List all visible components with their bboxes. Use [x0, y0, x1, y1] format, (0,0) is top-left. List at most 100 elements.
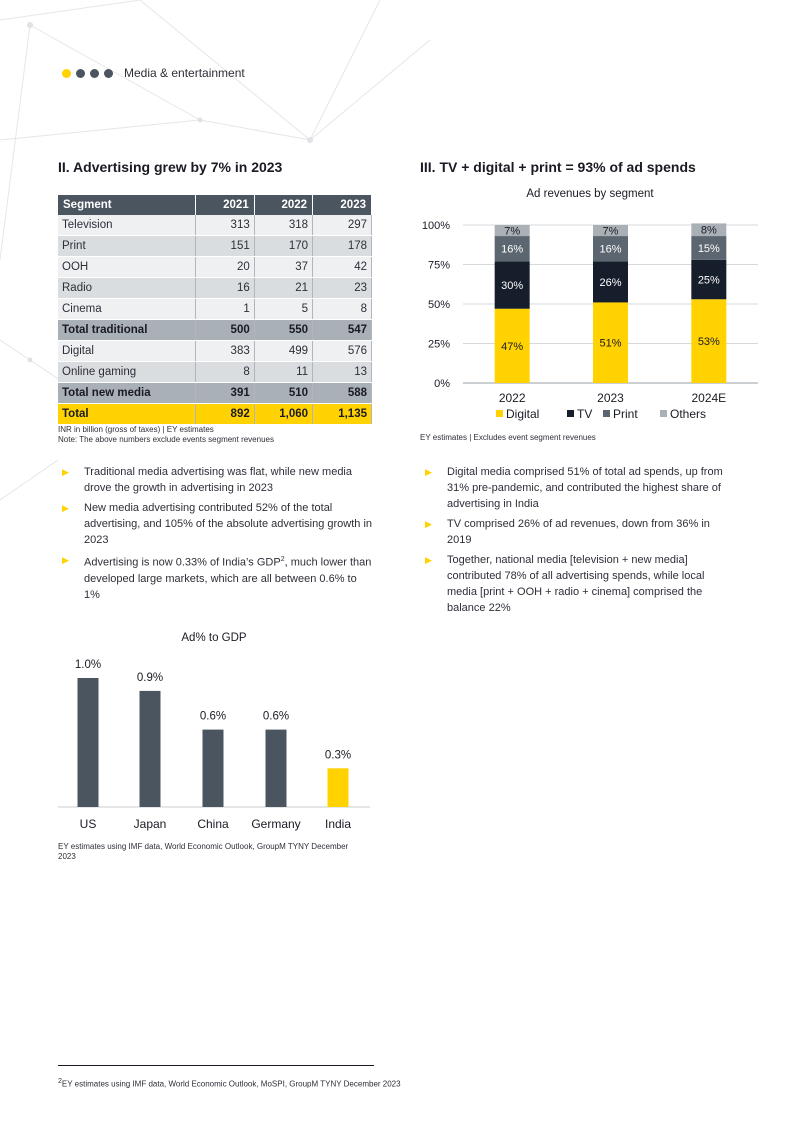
- x-tick-label: US: [80, 817, 97, 831]
- table-unit-note: INR in billion (gross of taxes) | EY est…: [58, 425, 214, 434]
- bullet-item: Traditional media advertising was flat, …: [62, 464, 372, 496]
- bar: [202, 729, 224, 807]
- table-cell: 1,135: [312, 403, 372, 425]
- data-label: 16%: [501, 244, 523, 256]
- yellow-dot-icon: [62, 68, 71, 78]
- table-row: Total new media 391 510 588: [58, 382, 372, 404]
- grey-dot-icon: [90, 68, 99, 78]
- data-label: 0.9%: [137, 672, 163, 684]
- ad-to-gdp-bar-chart: 1.0% US 0.9% Japan 0.6% China 0.6% Germany 0.3% I…: [58, 659, 370, 831]
- stack-segment-print: [593, 236, 628, 262]
- bar: [139, 690, 161, 807]
- ad-revenue-stacked-chart: 0% 25% 50% 75% 100% 47% 30% 16% 7% 2022 51% 26% 16% 7…: [422, 220, 758, 421]
- gdp-chart-title: Ad% to GDP: [181, 632, 247, 644]
- table-cell: 37: [254, 256, 314, 278]
- legend-swatch: [603, 410, 610, 417]
- table-cell: Total: [58, 403, 197, 425]
- y-tick-label: 100%: [422, 220, 450, 232]
- stack-segment-others: [494, 225, 530, 237]
- table-cell: 500: [195, 319, 255, 341]
- bar: [327, 768, 349, 807]
- footnote-marker: 2: [58, 1078, 62, 1085]
- stack-segment-tv: [494, 261, 530, 309]
- x-tick-label: India: [325, 817, 351, 831]
- table-cell: Print: [58, 235, 197, 257]
- table-cell: Radio: [58, 277, 197, 299]
- table-cell: 297: [312, 215, 372, 236]
- x-tick-label: China: [197, 817, 229, 831]
- footnote: 2EY estimates using IMF data, World Econ…: [58, 1078, 401, 1089]
- y-tick-label: 0%: [434, 378, 450, 390]
- legend-label: Print: [613, 407, 638, 421]
- table-row: Cinema 1 5 8: [58, 298, 372, 320]
- section-label: Media & entertainment: [124, 66, 245, 80]
- table-cell: 588: [312, 382, 372, 404]
- data-label: 7%: [504, 226, 520, 238]
- bullet-item: TV comprised 26% of ad revenues, down fr…: [425, 516, 725, 548]
- table-cell: 499: [254, 340, 314, 362]
- table-cell: 576: [312, 340, 372, 362]
- table-cell: 23: [312, 277, 372, 299]
- data-label: 26%: [599, 277, 621, 289]
- legend-swatch: [496, 410, 503, 417]
- legend-item: Others: [660, 407, 706, 421]
- stack-segment-digital: [691, 299, 727, 383]
- table-cell: 1: [195, 298, 255, 320]
- x-tick-label: Germany: [251, 817, 300, 831]
- table-cell: Cinema: [58, 298, 197, 320]
- data-label: 0.6%: [263, 711, 289, 723]
- table-cell: 13: [312, 361, 372, 383]
- table-cell: 510: [254, 382, 314, 404]
- stack-segment-digital: [494, 308, 530, 383]
- x-tick-label: 2024E: [691, 391, 726, 405]
- table-row: Television 313 318 297: [58, 215, 372, 236]
- table-cell: 21: [254, 277, 314, 299]
- table-cell: Total new media: [58, 382, 197, 404]
- legend-swatch: [567, 410, 574, 417]
- stacked-chart-source: EY estimates | Excludes event segment re…: [420, 433, 596, 442]
- table-cell: Television: [58, 215, 197, 236]
- legend-label: Others: [670, 407, 706, 421]
- table-header-cell: 2022: [254, 195, 314, 215]
- bar: [77, 678, 99, 807]
- data-label: 47%: [501, 341, 523, 353]
- stack-segment-others: [593, 225, 628, 237]
- legend-label: Digital: [506, 407, 539, 421]
- data-label: 53%: [698, 336, 720, 348]
- table-cell: 318: [254, 215, 314, 236]
- table-row: Digital 383 499 576: [58, 340, 372, 362]
- legend-item: TV: [567, 407, 592, 421]
- data-label: 8%: [701, 225, 717, 237]
- legend-item: Print: [603, 407, 638, 421]
- data-label: 0.3%: [325, 749, 351, 761]
- stack-segment-digital: [593, 302, 628, 383]
- table-header-cell: 2023: [312, 195, 372, 215]
- gdp-chart-source: EY estimates using IMF data, World Econo…: [58, 842, 349, 861]
- stack-segment-print: [494, 236, 530, 262]
- bar: [265, 729, 287, 807]
- data-label: 25%: [698, 275, 720, 287]
- legend-item: Digital: [496, 407, 539, 421]
- advertising-segment-table: Segment 2021 2022 2023 Television 313 318 297 P…: [58, 195, 372, 425]
- footnote-reference: 2: [280, 556, 285, 563]
- table-cell: OOH: [58, 256, 197, 278]
- table-row: Online gaming 8 11 13: [58, 361, 372, 383]
- table-cell: Online gaming: [58, 361, 197, 383]
- table-cell: 16: [195, 277, 255, 299]
- table-row: Total traditional 500 550 547: [58, 319, 372, 341]
- table-cell: 178: [312, 235, 372, 257]
- data-label: 30%: [501, 280, 523, 292]
- table-cell: 8: [312, 298, 372, 320]
- table-notes: INR in billion (gross of taxes) | EY est…: [58, 425, 274, 445]
- table-cell: 391: [195, 382, 255, 404]
- bullet-item: Together, national media [television + n…: [425, 552, 725, 616]
- grey-dot-icon: [76, 68, 85, 78]
- table-cell: 1,060: [254, 403, 314, 425]
- left-section-title: II. Advertising grew by 7% in 2023: [58, 159, 283, 175]
- table-cell: 892: [195, 403, 255, 425]
- page-header: Media & entertainment: [62, 66, 245, 80]
- table-cell: Digital: [58, 340, 197, 362]
- data-label: 16%: [599, 244, 621, 256]
- table-cell: 547: [312, 319, 372, 341]
